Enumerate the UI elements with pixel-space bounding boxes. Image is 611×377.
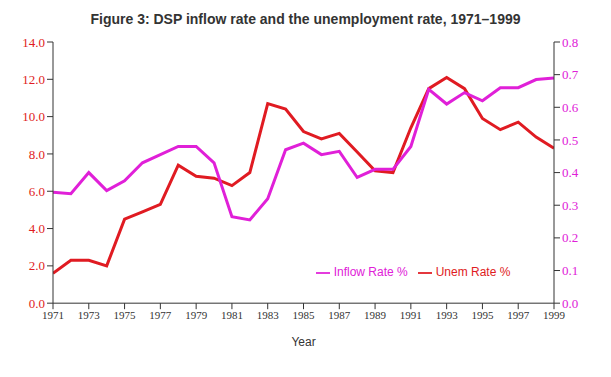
svg-text:1979: 1979 — [185, 309, 208, 321]
svg-text:1999: 1999 — [543, 309, 565, 321]
html-text:Inflow Rate %: Inflow Rate % — [333, 265, 408, 279]
html-text:Figure 3: DSP inflow rate and: Figure 3: DSP inflow rate and the unempl… — [90, 11, 521, 27]
svg-text:0.7: 0.7 — [562, 67, 579, 82]
svg-text:1987: 1987 — [328, 309, 351, 321]
svg-text:0.5: 0.5 — [562, 133, 578, 148]
svg-text:1973: 1973 — [78, 309, 101, 321]
svg-text:8.0: 8.0 — [29, 147, 45, 162]
svg-text:10.0: 10.0 — [22, 109, 45, 124]
svg-text:2.0: 2.0 — [29, 258, 45, 273]
svg-text:0.3: 0.3 — [562, 198, 578, 213]
svg-text:0.0: 0.0 — [562, 296, 578, 311]
svg-text:1993: 1993 — [436, 309, 459, 321]
svg-text:0.6: 0.6 — [562, 100, 579, 115]
svg-text:0.1: 0.1 — [562, 263, 578, 278]
svg-text:1991: 1991 — [400, 309, 422, 321]
svg-text:0.4: 0.4 — [562, 165, 579, 180]
svg-text:1975: 1975 — [114, 309, 137, 321]
html-text:Unem Rate %: Unem Rate % — [435, 265, 511, 279]
svg-text:1983: 1983 — [257, 309, 280, 321]
svg-text:0.0: 0.0 — [29, 296, 45, 311]
svg-text:1977: 1977 — [149, 309, 172, 321]
svg-text:1971: 1971 — [42, 309, 64, 321]
svg-text:1995: 1995 — [471, 309, 494, 321]
svg-text:Year: Year — [291, 335, 315, 349]
svg-text:1981: 1981 — [221, 309, 243, 321]
svg-text:14.0: 14.0 — [22, 35, 45, 50]
svg-text:0.8: 0.8 — [562, 35, 578, 50]
svg-text:12.0: 12.0 — [22, 72, 45, 87]
svg-text:1989: 1989 — [364, 309, 387, 321]
svg-text:1985: 1985 — [293, 309, 316, 321]
svg-text:4.0: 4.0 — [29, 221, 45, 236]
svg-text:1997: 1997 — [507, 309, 530, 321]
svg-text:0.2: 0.2 — [562, 230, 578, 245]
svg-text:6.0: 6.0 — [29, 184, 45, 199]
